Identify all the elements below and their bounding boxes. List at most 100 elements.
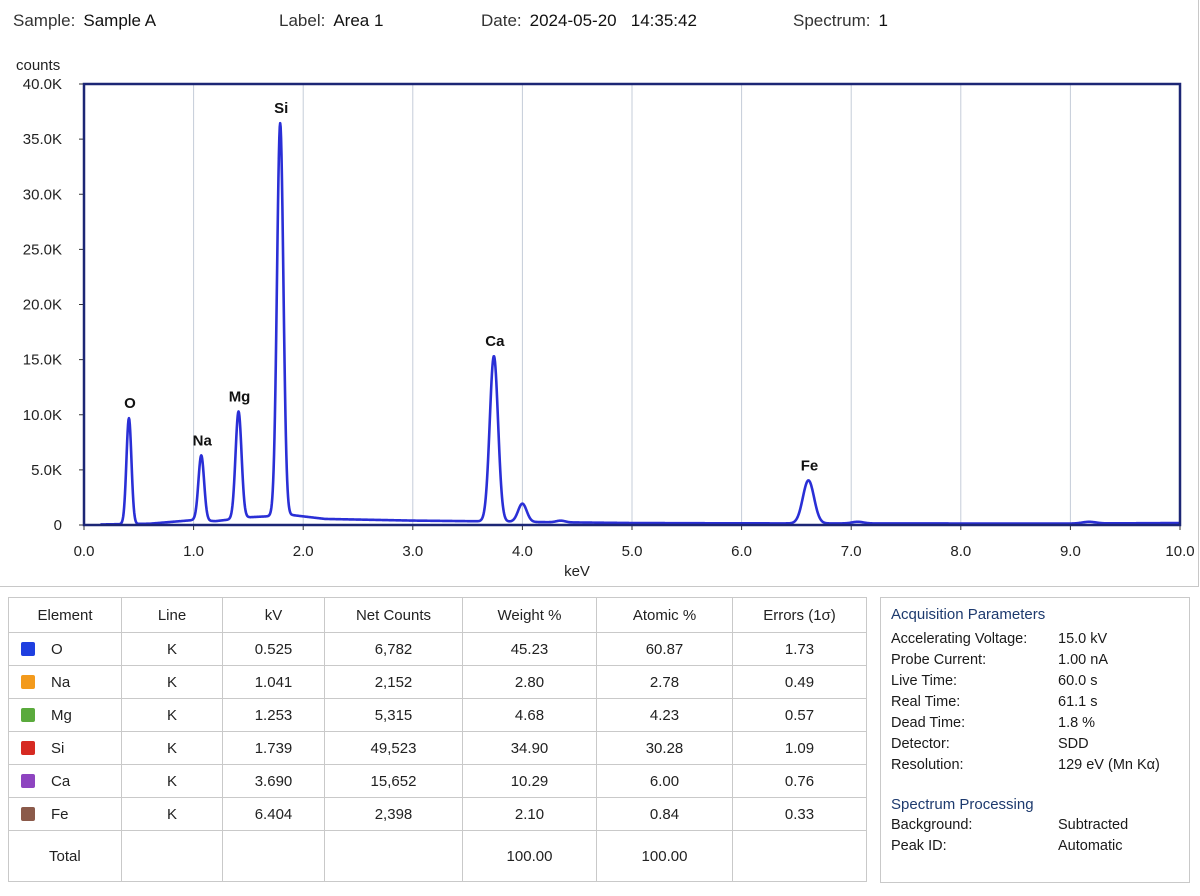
acquisition-param-value: 129 eV (Mn Kα) — [1058, 757, 1160, 773]
x-tick-label: 7.0 — [841, 543, 862, 560]
total-line — [121, 830, 223, 882]
acquisition-param-row: Real Time: 61.1 s — [891, 694, 1181, 715]
line-cell: K — [121, 797, 223, 831]
x-tick-label: 9.0 — [1060, 543, 1081, 560]
kv-cell: 1.253 — [222, 698, 325, 732]
acquisition-param-row: Dead Time: 1.8 % — [891, 715, 1181, 736]
table-row[interactable]: Ca K 3.690 15,652 10.29 6.00 0.76 — [8, 764, 867, 798]
acquisition-param-value: SDD — [1058, 736, 1089, 752]
element-symbol: Fe — [51, 805, 69, 823]
total-weight: 100.00 — [462, 830, 597, 882]
col-header-atomic[interactable]: Atomic % — [596, 597, 733, 633]
acquisition-param-value: 61.1 s — [1058, 694, 1098, 710]
line-cell: K — [121, 632, 223, 666]
acquisition-param-key: Detector: — [891, 736, 950, 752]
x-tick-label: 2.0 — [293, 543, 314, 560]
atomic-cell: 0.84 — [596, 797, 733, 831]
y-tick-label: 40.0K — [23, 76, 62, 93]
x-tick-label: 5.0 — [622, 543, 643, 560]
acquisition-param-row: Detector: SDD — [891, 736, 1181, 757]
element-color-swatch — [21, 674, 35, 689]
error-cell: 0.57 — [732, 698, 867, 732]
x-tick-label: 10.0 — [1165, 543, 1194, 560]
acquisition-parameters-panel: Acquisition Parameters Accelerating Volt… — [880, 597, 1190, 883]
element-symbol: Si — [51, 739, 65, 757]
table-row[interactable]: Na K 1.041 2,152 2.80 2.78 0.49 — [8, 665, 867, 699]
peak-label-mg: Mg — [229, 388, 251, 405]
x-tick-label: 8.0 — [950, 543, 971, 560]
total-error — [732, 830, 867, 882]
sample-value: Sample A — [83, 11, 157, 30]
error-cell: 0.33 — [732, 797, 867, 831]
processing-title: Spectrum Processing — [891, 796, 1034, 813]
element-cell: Si — [8, 731, 122, 765]
quantification-table: Element Line kV Net Counts Weight % Atom… — [8, 597, 867, 882]
weight-cell: 2.10 — [462, 797, 597, 831]
weight-cell: 34.90 — [462, 731, 597, 765]
x-tick-label: 0.0 — [74, 543, 95, 560]
element-color-swatch — [21, 773, 35, 788]
net-counts-cell: 15,652 — [324, 764, 463, 798]
spectrum-panel: Sample: Sample A Label: Area 1 Date: 2024-0… — [0, 0, 1199, 587]
kv-cell: 1.739 — [222, 731, 325, 765]
y-tick-label: 35.0K — [23, 131, 62, 148]
error-cell: 0.76 — [732, 764, 867, 798]
weight-cell: 4.68 — [462, 698, 597, 732]
element-symbol: Mg — [51, 706, 72, 724]
acquisition-param-row: Probe Current: 1.00 nA — [891, 652, 1181, 673]
col-header-errors[interactable]: Errors (1σ) — [732, 597, 867, 633]
atomic-cell: 6.00 — [596, 764, 733, 798]
y-tick-label: 30.0K — [23, 186, 62, 203]
table-row[interactable]: Si K 1.739 49,523 34.90 30.28 1.09 — [8, 731, 867, 765]
col-header-kv[interactable]: kV — [222, 597, 325, 633]
element-cell: Na — [8, 665, 122, 699]
acquisition-param-row: Accelerating Voltage: 15.0 kV — [891, 631, 1181, 652]
element-cell: O — [8, 632, 122, 666]
line-cell: K — [121, 698, 223, 732]
kv-cell: 6.404 — [222, 797, 325, 831]
col-header-line[interactable]: Line — [121, 597, 223, 633]
acquisition-param-key: Real Time: — [891, 694, 961, 710]
error-cell: 0.49 — [732, 665, 867, 699]
spectrum-label: Spectrum: — [793, 11, 871, 30]
x-tick-label: 4.0 — [512, 543, 533, 560]
spectrum-chart[interactable]: 0 5.0K 10.0K 15.0K 20.0K 25.0K 30.0K 35.0K 40.0K… — [0, 0, 1198, 586]
sample-field: Sample: Sample A — [13, 11, 156, 31]
acquisition-title: Acquisition Parameters — [891, 606, 1046, 623]
error-cell: 1.73 — [732, 632, 867, 666]
acquisition-param-key: Live Time: — [891, 673, 958, 689]
line-cell: K — [121, 764, 223, 798]
net-counts-cell: 6,782 — [324, 632, 463, 666]
area-value: Area 1 — [333, 11, 384, 30]
acquisition-param-key: Accelerating Voltage: — [891, 631, 1028, 647]
y-tick-label: 20.0K — [23, 297, 62, 314]
spectrum-value: 1 — [878, 11, 888, 30]
date-field: Date: 2024-05-20 14:35:42 — [481, 11, 697, 31]
x-tick-label: 6.0 — [731, 543, 752, 560]
col-header-element[interactable]: Element — [8, 597, 122, 633]
table-row[interactable]: O K 0.525 6,782 45.23 60.87 1.73 — [8, 632, 867, 666]
peak-label-ca: Ca — [485, 333, 505, 350]
col-header-weight[interactable]: Weight % — [462, 597, 597, 633]
processing-param-row: Peak ID: Automatic — [891, 838, 1181, 859]
acquisition-param-row: Resolution: 129 eV (Mn Kα) — [891, 757, 1181, 778]
kv-cell: 1.041 — [222, 665, 325, 699]
peak-label-o: O — [124, 395, 136, 412]
total-atomic: 100.00 — [596, 830, 733, 882]
y-tick-label: 5.0K — [31, 462, 62, 479]
atomic-cell: 4.23 — [596, 698, 733, 732]
x-tick-label: 3.0 — [402, 543, 423, 560]
table-row[interactable]: Mg K 1.253 5,315 4.68 4.23 0.57 — [8, 698, 867, 732]
net-counts-cell: 2,398 — [324, 797, 463, 831]
total-kv — [222, 830, 325, 882]
peak-label-si: Si — [274, 100, 288, 117]
col-header-net-counts[interactable]: Net Counts — [324, 597, 463, 633]
spectrum-line — [99, 121, 1181, 526]
element-symbol: O — [51, 640, 63, 658]
total-label: Total — [8, 830, 122, 882]
net-counts-cell: 2,152 — [324, 665, 463, 699]
error-cell: 1.09 — [732, 731, 867, 765]
processing-param-row: Background: Subtracted — [891, 817, 1181, 838]
x-tick-labels: 0.0 1.0 2.0 3.0 4.0 5.0 6.0 7.0 8.0 9.0 10.0 — [74, 525, 1195, 560]
table-row[interactable]: Fe K 6.404 2,398 2.10 0.84 0.33 — [8, 797, 867, 831]
